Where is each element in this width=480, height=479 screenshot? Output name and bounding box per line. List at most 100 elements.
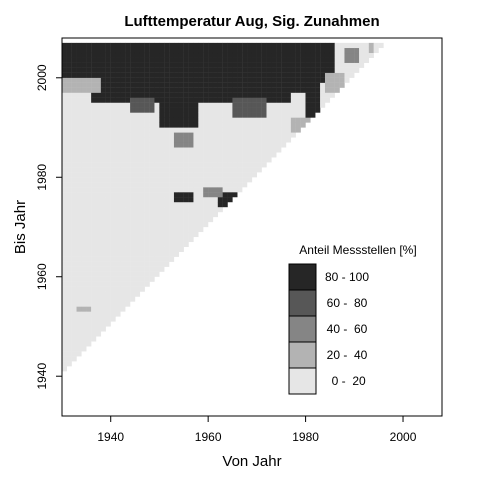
heatmap-cell bbox=[290, 57, 296, 63]
heatmap-cell bbox=[251, 122, 257, 128]
heatmap-cell bbox=[159, 67, 165, 73]
heatmap-cell bbox=[144, 197, 150, 203]
heatmap-cell bbox=[110, 261, 116, 267]
heatmap-cell bbox=[232, 177, 238, 183]
heatmap-cell bbox=[164, 102, 170, 108]
heatmap-cell bbox=[81, 67, 87, 73]
heatmap-cell bbox=[183, 182, 189, 188]
heatmap-cell bbox=[242, 127, 248, 133]
heatmap-cell bbox=[217, 82, 223, 88]
heatmap-cell bbox=[261, 62, 267, 68]
heatmap-cell bbox=[81, 62, 87, 68]
heatmap-cell bbox=[66, 231, 72, 238]
heatmap-cell bbox=[120, 231, 126, 238]
heatmap-cell bbox=[212, 52, 218, 58]
heatmap-cell bbox=[149, 72, 155, 78]
heatmap-cell bbox=[324, 82, 331, 88]
heatmap-cell bbox=[130, 216, 136, 223]
heatmap-cell bbox=[198, 152, 204, 158]
heatmap-cell bbox=[212, 47, 218, 54]
heatmap-cell bbox=[71, 236, 77, 243]
heatmap-cell bbox=[329, 67, 335, 73]
heatmap-cell bbox=[86, 112, 92, 118]
heatmap-cell bbox=[188, 197, 194, 203]
heatmap-cell bbox=[105, 57, 111, 63]
heatmap-cell bbox=[61, 97, 67, 103]
heatmap-cell bbox=[237, 182, 243, 188]
heatmap-cell bbox=[110, 301, 116, 307]
heatmap-cell bbox=[71, 207, 77, 213]
heatmap-cell bbox=[115, 177, 121, 183]
heatmap-cell bbox=[86, 281, 92, 287]
heatmap-cell bbox=[208, 177, 214, 183]
heatmap-cell bbox=[86, 52, 92, 58]
heatmap-cell bbox=[208, 107, 214, 113]
heatmap-cell bbox=[76, 341, 82, 347]
heatmap-cell bbox=[120, 177, 126, 183]
heatmap-cell bbox=[169, 177, 175, 183]
heatmap-cell bbox=[159, 266, 165, 272]
heatmap-cell bbox=[159, 112, 165, 118]
heatmap-cell bbox=[242, 172, 248, 178]
heatmap-cell bbox=[212, 147, 218, 153]
heatmap-cell bbox=[120, 216, 126, 223]
heatmap-cell bbox=[247, 112, 253, 118]
heatmap-cell bbox=[247, 117, 253, 123]
x-tick-label: 1940 bbox=[97, 430, 124, 444]
heatmap-cell bbox=[286, 77, 292, 83]
heatmap-cell bbox=[193, 202, 199, 208]
heatmap-cell bbox=[105, 241, 111, 247]
heatmap-cell bbox=[169, 47, 175, 54]
heatmap-cell bbox=[286, 107, 292, 113]
heatmap-cell bbox=[286, 82, 292, 88]
heatmap-cell bbox=[178, 137, 184, 143]
heatmap-cell bbox=[247, 162, 253, 168]
heatmap-cell bbox=[71, 296, 77, 302]
heatmap-cell bbox=[329, 77, 335, 83]
heatmap-cell bbox=[105, 142, 111, 148]
heatmap-cell bbox=[96, 216, 102, 223]
heatmap-cell bbox=[149, 142, 155, 148]
heatmap-cell bbox=[100, 246, 106, 252]
heatmap-cell bbox=[247, 107, 253, 113]
heatmap-cell bbox=[169, 226, 175, 233]
heatmap-cell bbox=[251, 47, 257, 54]
heatmap-cell bbox=[276, 87, 282, 93]
heatmap-cell bbox=[169, 207, 175, 213]
heatmap-cell bbox=[125, 77, 131, 83]
heatmap-cell bbox=[71, 142, 77, 148]
heatmap-cell bbox=[110, 97, 116, 103]
heatmap-cell bbox=[300, 87, 306, 93]
heatmap-cell bbox=[173, 107, 180, 113]
heatmap-cell bbox=[300, 122, 306, 128]
heatmap-cell bbox=[81, 286, 87, 292]
heatmap-cell bbox=[91, 97, 97, 103]
heatmap-cell bbox=[188, 172, 194, 178]
heatmap-cell bbox=[159, 52, 165, 58]
heatmap-cell bbox=[81, 177, 87, 183]
heatmap-cell bbox=[66, 137, 72, 143]
heatmap-cell bbox=[276, 62, 282, 68]
heatmap-cell bbox=[227, 127, 233, 133]
heatmap-cell bbox=[100, 306, 106, 312]
heatmap-cell bbox=[193, 67, 199, 73]
heatmap-cell bbox=[178, 197, 184, 203]
heatmap-cell bbox=[188, 122, 194, 128]
heatmap-cell bbox=[76, 72, 82, 78]
heatmap-cell bbox=[81, 276, 87, 282]
heatmap-cell bbox=[173, 142, 180, 148]
heatmap-cell bbox=[120, 251, 126, 257]
heatmap-cell bbox=[134, 117, 141, 123]
heatmap-cell bbox=[173, 157, 180, 163]
heatmap-cell bbox=[139, 187, 145, 193]
heatmap-cell bbox=[144, 246, 150, 252]
heatmap-cell bbox=[105, 246, 111, 252]
heatmap-cell bbox=[183, 52, 189, 58]
heatmap-cell bbox=[100, 77, 106, 83]
heatmap-cell bbox=[96, 251, 102, 257]
heatmap-cell bbox=[164, 87, 170, 93]
heatmap-cell bbox=[91, 231, 97, 238]
heatmap-cell bbox=[164, 117, 170, 123]
heatmap-cell bbox=[290, 72, 296, 78]
heatmap-cell bbox=[120, 112, 126, 118]
